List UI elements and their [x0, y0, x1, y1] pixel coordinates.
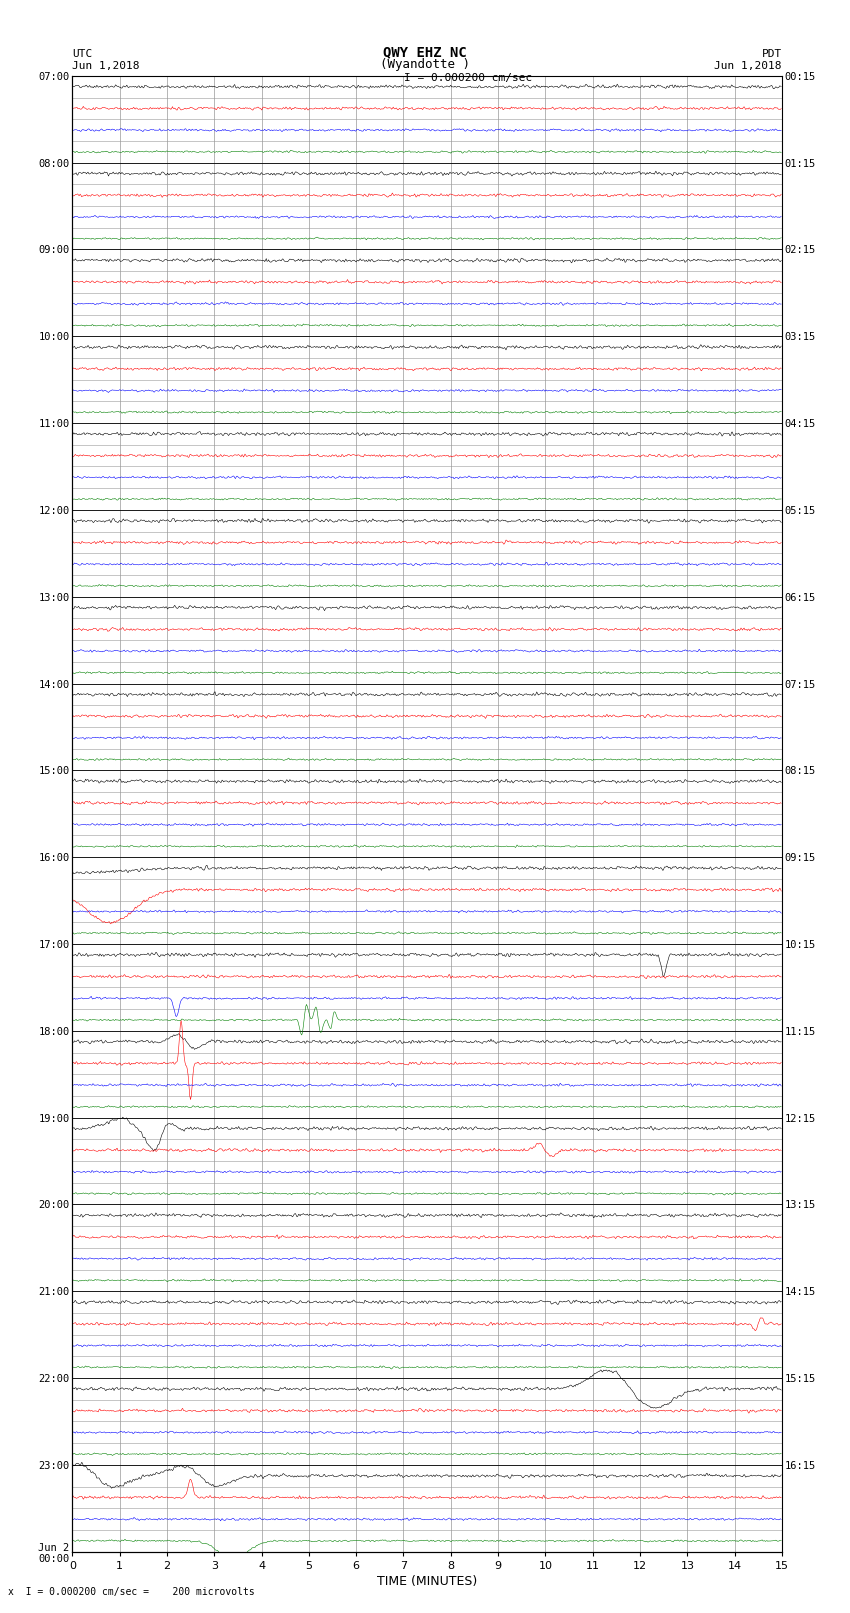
Text: I = 0.000200 cm/sec: I = 0.000200 cm/sec	[404, 73, 532, 82]
Text: Jun 1,2018: Jun 1,2018	[72, 61, 139, 71]
Text: PDT: PDT	[762, 48, 782, 58]
Text: x  I = 0.000200 cm/sec =    200 microvolts: x I = 0.000200 cm/sec = 200 microvolts	[8, 1587, 255, 1597]
Text: (Wyandotte ): (Wyandotte )	[380, 58, 470, 71]
Text: Jun 1,2018: Jun 1,2018	[715, 61, 782, 71]
Text: UTC: UTC	[72, 48, 93, 58]
Text: QWY EHZ NC: QWY EHZ NC	[383, 45, 467, 58]
X-axis label: TIME (MINUTES): TIME (MINUTES)	[377, 1574, 477, 1587]
